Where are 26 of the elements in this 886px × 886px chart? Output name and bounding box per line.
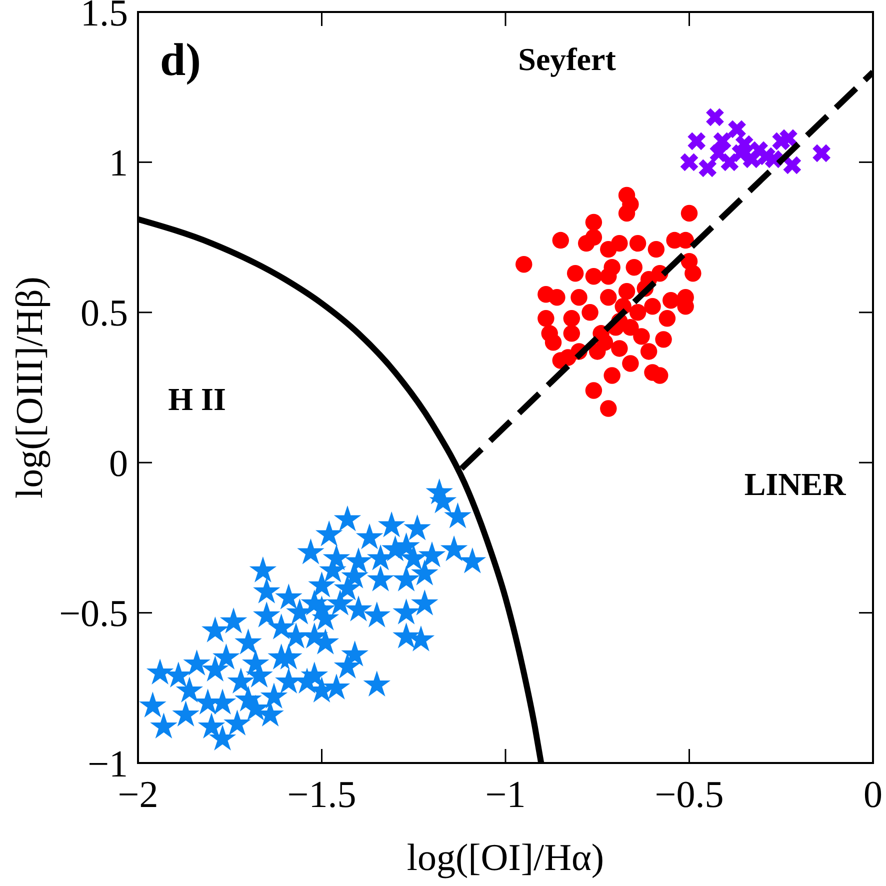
annotation: Seyfert [518, 41, 616, 77]
point [713, 132, 732, 150]
point [780, 129, 798, 148]
y-tick-label: −1 [88, 743, 128, 786]
y-tick-label: 1 [109, 142, 128, 184]
x-tick-label: −0.5 [654, 774, 724, 816]
x-axis-title: log([OI]/Hα) [406, 837, 604, 879]
point [812, 144, 830, 162]
annotation: LINER [744, 466, 847, 502]
point [728, 120, 746, 138]
annotation: d) [160, 34, 201, 85]
y-tick-label: −0.5 [59, 593, 128, 636]
x-tick-label: −1 [485, 774, 526, 816]
x-tick-label: −1.5 [287, 774, 356, 816]
point [706, 108, 724, 126]
y-tick-label: 0.5 [80, 292, 128, 335]
point [783, 156, 802, 174]
y-tick-label: 0 [109, 442, 128, 485]
point [698, 159, 717, 178]
x-tick-label: 0 [864, 774, 882, 816]
y-axis-title: log([OIII]/Hβ) [9, 276, 51, 498]
point [680, 153, 698, 172]
point [688, 132, 706, 150]
point [757, 147, 776, 166]
annotation: H II [168, 381, 226, 417]
y-tick-label: 1.5 [80, 0, 128, 34]
